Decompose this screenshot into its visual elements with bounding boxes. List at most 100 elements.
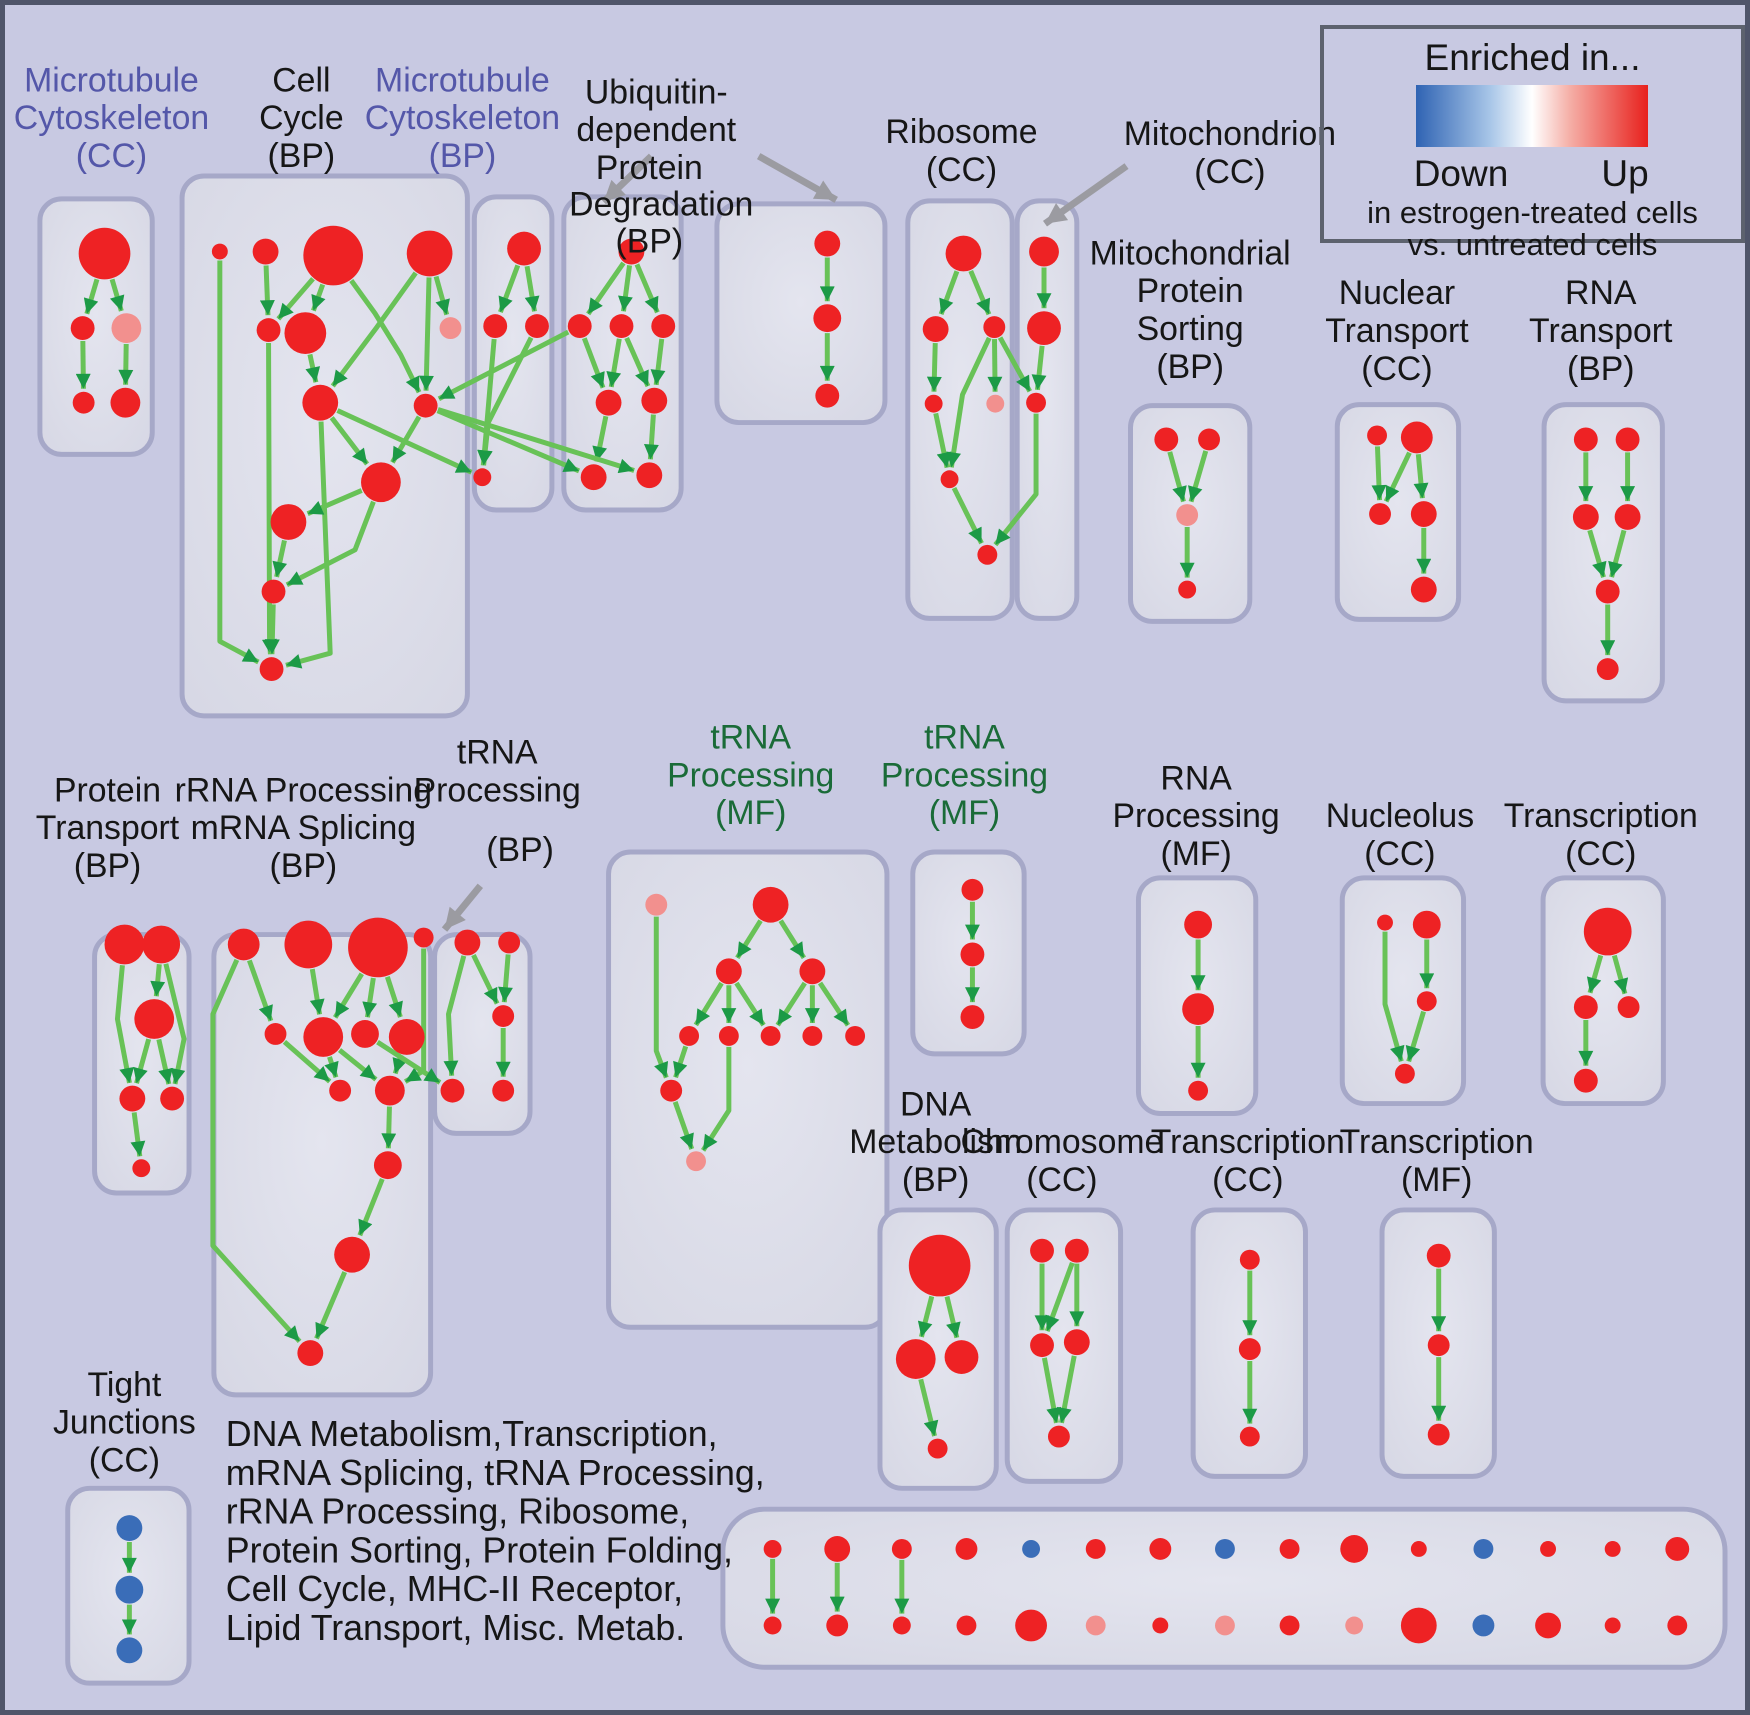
cluster-label: mRNA Splicing	[191, 809, 416, 847]
go-term-node	[1149, 1538, 1172, 1560]
go-term-node	[895, 1339, 936, 1379]
edge-arrow	[817, 981, 851, 1027]
edge-arrow	[437, 329, 570, 401]
edge-arrow	[1611, 954, 1629, 995]
go-term-node	[940, 470, 959, 489]
go-term-node	[1573, 427, 1598, 452]
category-list-line: Lipid Transport, Misc. Metab.	[226, 1608, 685, 1648]
edge-arrow	[217, 260, 260, 665]
edge-arrow	[163, 963, 187, 1085]
edge-arrow	[443, 955, 467, 1076]
go-term-node	[1427, 1423, 1450, 1446]
cluster-label: Processing	[1113, 797, 1280, 835]
cluster-label: Nucleolus	[1326, 797, 1474, 835]
edge-arrow	[381, 1106, 397, 1149]
go-term-node	[211, 243, 228, 260]
edge-arrow	[305, 353, 321, 383]
edge-arrow	[357, 1178, 385, 1237]
go-term-node	[1665, 1537, 1690, 1561]
go-term-node	[1410, 576, 1437, 603]
legend-gradient-bar	[1416, 85, 1648, 147]
edge-arrow	[933, 412, 952, 469]
go-term-node	[927, 1438, 948, 1459]
go-term-node	[348, 917, 408, 978]
go-term-node	[986, 394, 1005, 413]
edge-arrow	[75, 340, 91, 389]
go-term-node	[454, 929, 481, 956]
edge-arrow	[276, 277, 315, 321]
edge-arrow	[581, 337, 606, 389]
go-term-node	[115, 1575, 144, 1604]
cluster-label: (CC)	[1364, 835, 1435, 873]
cluster-label: (BP)	[429, 137, 497, 175]
go-term-node	[813, 304, 842, 333]
cluster-box-ubiquitin-2	[714, 201, 888, 426]
edge-arrow	[1413, 454, 1429, 499]
go-term-node	[1029, 236, 1059, 267]
go-term-node	[256, 318, 281, 343]
cluster-label: Protein	[54, 771, 161, 809]
edge-arrow	[1167, 451, 1187, 503]
cluster-label: Processing	[414, 771, 581, 809]
go-term-node	[977, 544, 998, 565]
category-list-line: Cell Cycle, MHC-II Receptor,	[226, 1569, 683, 1609]
edge-arrow	[951, 486, 984, 545]
go-term-node	[567, 314, 592, 339]
edge-arrow	[775, 981, 807, 1027]
go-term-node	[110, 387, 141, 418]
go-term-node	[802, 1026, 823, 1046]
edge-arrow	[329, 416, 370, 466]
go-term-node	[641, 387, 668, 414]
edge-arrow	[524, 265, 540, 312]
category-list-line: DNA Metabolism,Transcription,	[226, 1414, 718, 1454]
go-term-node	[1473, 1539, 1494, 1559]
go-term-node	[1604, 1617, 1621, 1634]
edge-arrow	[1587, 529, 1607, 578]
go-term-node	[1198, 428, 1220, 451]
go-term-node	[70, 316, 95, 341]
go-term-node	[261, 579, 286, 604]
edge-arrow	[946, 336, 992, 468]
go-term-node	[302, 384, 339, 421]
go-term-node	[1188, 1080, 1209, 1101]
go-term-node	[1030, 1238, 1054, 1263]
go-term-node	[1367, 425, 1387, 446]
go-term-node	[1535, 1612, 1561, 1639]
category-list-line: rRNA Processing, Ribosome,	[226, 1492, 689, 1532]
edge-arrow	[285, 421, 333, 669]
edge-arrow	[437, 407, 635, 474]
go-term-node	[1239, 1249, 1260, 1270]
edge-arrow	[306, 488, 363, 516]
go-term-node	[679, 1026, 700, 1046]
go-term-node	[270, 504, 307, 540]
go-term-node	[134, 999, 175, 1039]
go-term-node	[473, 468, 492, 487]
go-term-node	[609, 314, 634, 339]
legend-up-label: Up	[1601, 153, 1649, 194]
cluster-label: Cytoskeleton	[14, 99, 209, 137]
cluster-box-trna-mf-1	[606, 849, 890, 1330]
cluster-label: tRNA	[457, 734, 538, 772]
go-term-node	[1085, 1539, 1106, 1559]
edge-arrow	[1371, 446, 1387, 501]
go-term-node	[618, 238, 645, 265]
go-term-node	[1572, 504, 1599, 530]
go-term-node	[413, 927, 434, 948]
go-term-node	[1427, 1334, 1450, 1357]
go-term-node	[1667, 1615, 1688, 1636]
go-term-node	[595, 389, 622, 416]
go-term-node	[78, 227, 131, 280]
go-term-node	[945, 235, 982, 272]
go-term-node	[763, 1616, 782, 1635]
go-term-node	[815, 383, 840, 408]
cluster-label: (BP)	[486, 831, 554, 869]
cluster-label: (BP)	[1156, 348, 1224, 386]
cluster-label: Transport	[1529, 312, 1673, 350]
cluster-label: (CC)	[76, 137, 147, 175]
edge-arrow	[311, 283, 326, 312]
edge-arrow	[259, 265, 275, 316]
go-term-node	[814, 230, 841, 257]
edge-arrow	[471, 953, 500, 1005]
edge-arrow	[997, 336, 1032, 393]
